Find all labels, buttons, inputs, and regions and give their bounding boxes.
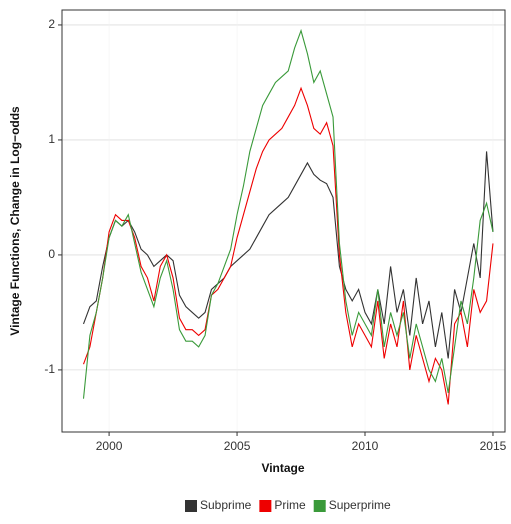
x-tick-label: 2010 (352, 439, 379, 453)
plot-border (61, 9, 506, 433)
x-tick-label: 2005 (224, 439, 251, 453)
y-tick-label: 2 (48, 17, 55, 31)
legend-label: Superprime (329, 498, 391, 512)
x-tick-label: 2000 (96, 439, 123, 453)
legend-label: Subprime (200, 498, 252, 512)
legend-swatch (185, 500, 197, 512)
series-line (82, 28, 494, 399)
y-axis-title: Vintage Functions, Change in Log−odds (8, 106, 22, 336)
series-line (82, 151, 494, 359)
y-tick-label: 1 (48, 132, 55, 146)
series-line (82, 86, 494, 405)
y-tick-label: 0 (48, 247, 55, 261)
y-tick-label: -1 (44, 362, 55, 376)
x-axis-title: Vintage (261, 461, 304, 475)
legend-swatch (313, 500, 326, 512)
legend-swatch (259, 500, 272, 512)
x-tick-label: 2015 (480, 439, 507, 453)
legend-label: Prime (274, 498, 306, 512)
